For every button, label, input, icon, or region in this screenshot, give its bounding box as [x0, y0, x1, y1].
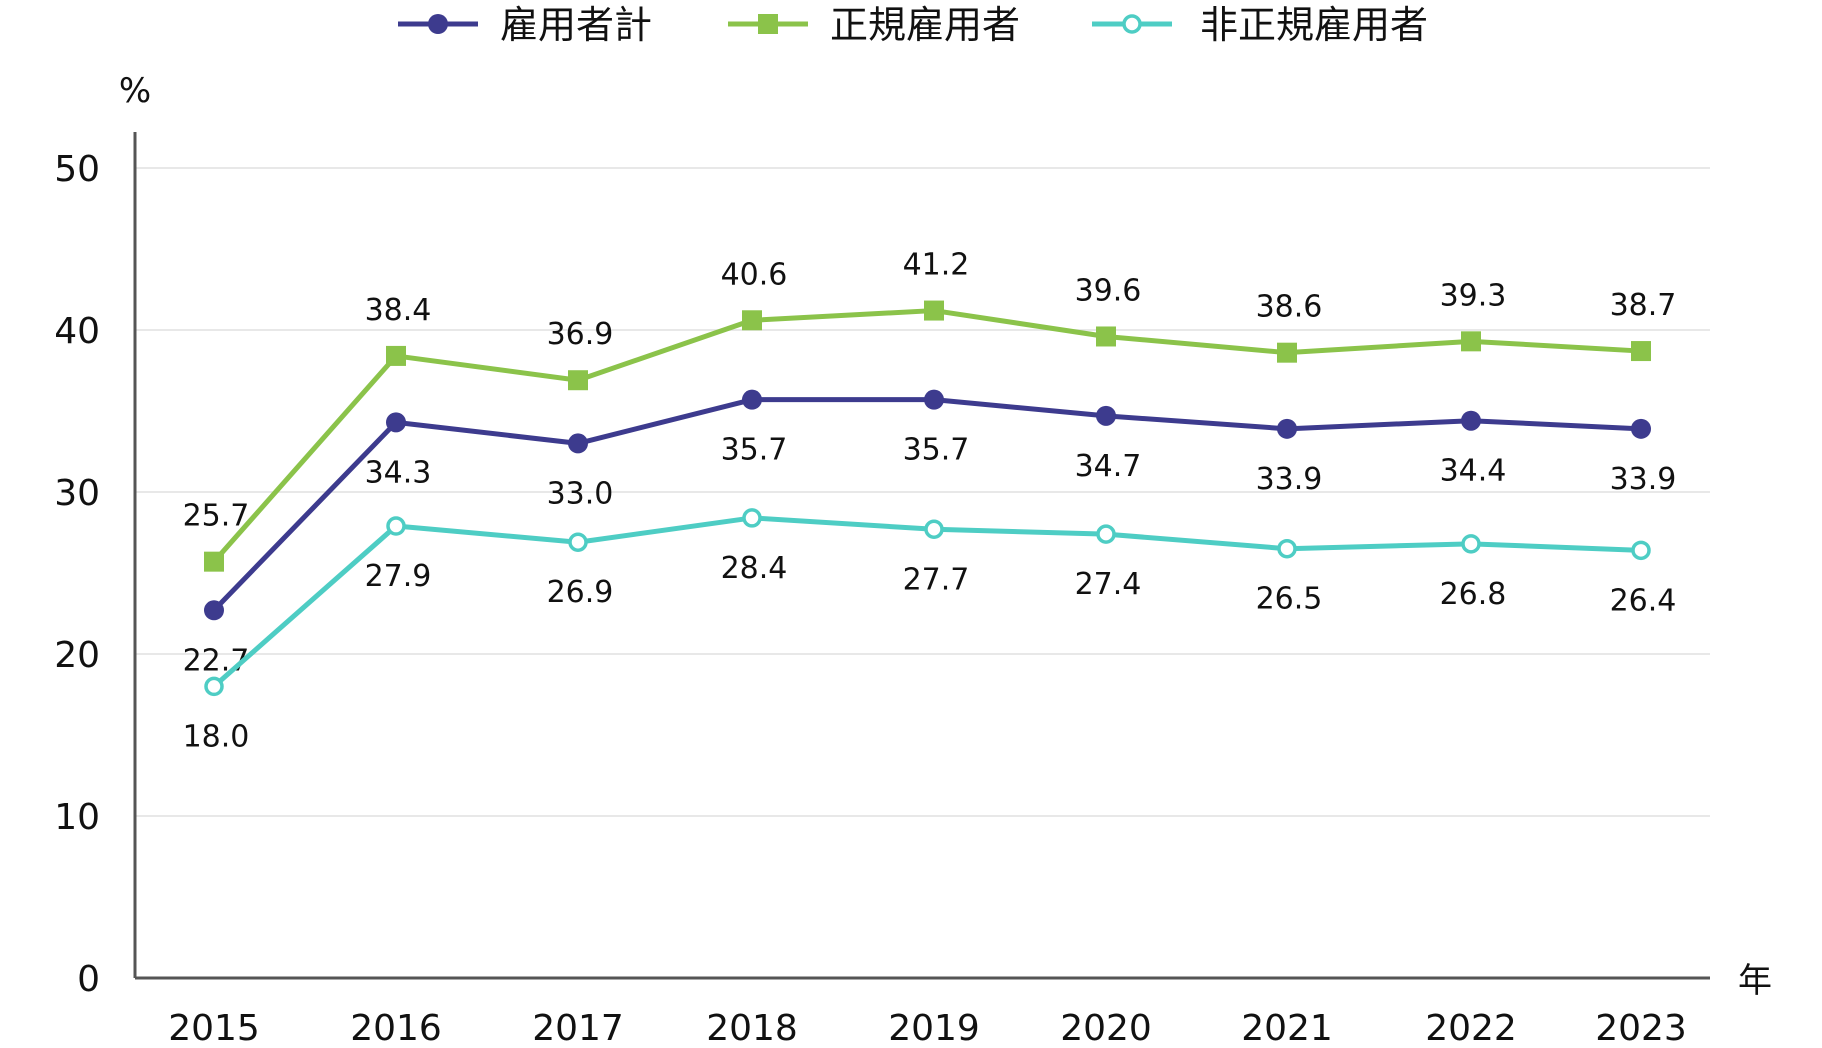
data-point [568, 532, 588, 552]
data-point [1277, 418, 1297, 439]
data-label: 27.7 [903, 562, 970, 597]
x-tick-label: 2022 [1425, 1008, 1517, 1048]
data-point [1461, 534, 1481, 554]
x-axis-ticks: 2015 2016 2017 2018 2019 2020 2021 2022 2023 [168, 1008, 1687, 1048]
y-tick-label: 10 [54, 797, 100, 838]
series-line [212, 515, 1642, 689]
data-label: 34.4 [1440, 454, 1507, 489]
data-point [204, 676, 224, 697]
data-point [386, 345, 406, 366]
data-point [742, 508, 762, 528]
data-point [568, 370, 588, 391]
y-tick-label: 50 [54, 149, 100, 190]
data-label: 35.7 [903, 433, 970, 468]
legend-label: 非正規雇用者 [1200, 3, 1428, 47]
x-tick-label: 2019 [888, 1008, 980, 1048]
data-label: 41.2 [903, 248, 970, 283]
legend-item: 雇用者計 [398, 3, 652, 47]
data-point [742, 310, 762, 331]
x-tick-label: 2021 [1241, 1008, 1333, 1048]
data-point [386, 412, 406, 433]
legend-marker [758, 14, 778, 34]
y-tick-label: 0 [77, 959, 100, 1000]
data-point [1096, 326, 1116, 347]
data-label: 36.9 [547, 317, 614, 352]
data-point [1096, 405, 1116, 426]
data-label: 26.5 [1256, 582, 1323, 617]
data-label: 33.9 [1610, 462, 1677, 497]
data-label: 34.3 [365, 455, 432, 490]
data-label: 39.3 [1440, 278, 1507, 313]
data-label: 38.7 [1610, 288, 1677, 323]
data-label: 34.7 [1075, 449, 1142, 484]
data-point [1631, 540, 1651, 561]
data-point [204, 551, 224, 572]
legend-item: 正規雇用者 [728, 3, 1020, 47]
data-label: 33.9 [1256, 462, 1323, 497]
data-point [568, 433, 588, 454]
x-tick-label: 2023 [1595, 1008, 1687, 1048]
series-3: 18.0 27.9 26.9 28.4 27.7 27.4 26.5 26.8 26.4 [183, 508, 1677, 754]
x-tick-label: 2016 [350, 1008, 442, 1048]
legend-marker [428, 14, 448, 34]
data-point [924, 300, 944, 321]
data-label: 33.0 [547, 476, 614, 511]
data-point [1631, 418, 1651, 439]
data-label: 26.4 [1610, 583, 1677, 618]
x-tick-label: 2017 [532, 1008, 624, 1048]
y-axis-ticks: 0 10 20 30 40 50 [54, 149, 100, 1000]
legend-item: 非正規雇用者 [1092, 3, 1428, 47]
data-label: 38.4 [365, 293, 432, 328]
data-label: 39.6 [1075, 273, 1142, 308]
series-layer: 22.734.333.035.7 35.7 34.7 33.9 34.4 33.925.7… [183, 248, 1677, 755]
x-tick-label: 2018 [706, 1008, 798, 1048]
series-1: 22.7 34.3 33.0 35.7 35.7 34.7 33.9 34.4 33.9 [183, 389, 1677, 678]
y-tick-label: 30 [54, 473, 100, 514]
legend-label: 正規雇用者 [830, 3, 1020, 47]
legend: 雇用者計 正規雇用者 非正規雇用者 [398, 3, 1428, 47]
data-label: 27.4 [1075, 567, 1142, 602]
data-label: 18.0 [183, 719, 250, 754]
x-axis-unit: 年 [1738, 961, 1772, 1001]
data-point [1277, 538, 1297, 559]
y-axis-unit: % [119, 71, 151, 111]
data-label: 27.9 [365, 559, 432, 594]
y-tick-label: 20 [54, 635, 100, 676]
data-label: 26.9 [547, 575, 614, 610]
gridlines [135, 167, 1710, 817]
data-point [742, 389, 762, 410]
data-point [1277, 342, 1297, 363]
data-point [1096, 524, 1116, 544]
data-label: 35.7 [721, 433, 788, 468]
data-point [1631, 341, 1651, 362]
data-label: 26.8 [1440, 577, 1507, 612]
x-tick-label: 2020 [1060, 1008, 1152, 1048]
x-tick-label: 2015 [168, 1008, 260, 1048]
data-point [386, 516, 406, 536]
data-label: 22.7 [183, 643, 250, 678]
legend-marker [1122, 14, 1142, 34]
data-label: 40.6 [721, 257, 788, 292]
data-point [924, 389, 944, 410]
data-label: 38.6 [1256, 290, 1323, 325]
data-label: 28.4 [721, 551, 788, 586]
legend-label: 雇用者計 [500, 3, 652, 47]
data-point [1461, 331, 1481, 352]
data-point [1461, 410, 1481, 431]
series-2: 25.7 38.4 36.9 40.6 41.2 39.6 38.6 39.3 38.7 [183, 248, 1677, 572]
y-tick-label: 40 [54, 311, 100, 352]
data-point [924, 519, 944, 540]
data-label: 25.7 [183, 499, 250, 534]
data-point [204, 600, 224, 621]
